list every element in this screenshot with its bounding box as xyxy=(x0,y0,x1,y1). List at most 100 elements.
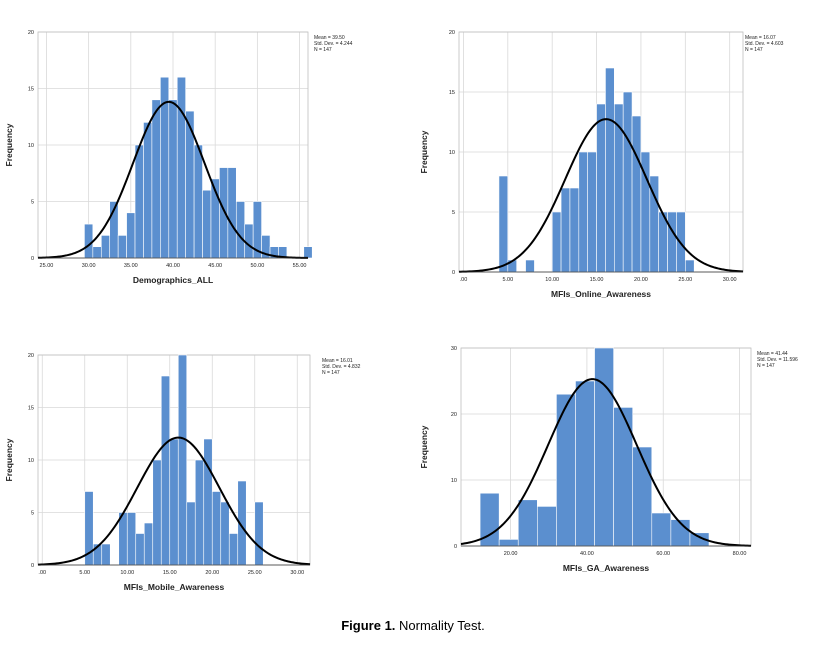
y-tick-label: 30 xyxy=(451,346,457,352)
histogram-bar xyxy=(685,259,695,273)
histogram-panel-demographics: 25.00 30.00 35.00 40.00 45.00 50.00 55.00 0 5 10 1… xyxy=(0,22,380,292)
x-tick-label: 20.00 xyxy=(205,570,219,576)
histogram-bar xyxy=(594,347,614,547)
y-tick-label: 0 xyxy=(452,270,455,276)
histogram-bar xyxy=(631,115,642,273)
x-axis-label: Demographics_ALL xyxy=(133,275,213,285)
histogram-panel-mobile-awareness: .00 5.00 10.00 15.00 20.00 25.00 30.00 0 5 10 15 20… xyxy=(0,345,380,595)
x-tick-label: 15.00 xyxy=(163,570,177,576)
stats-line: N = 147 xyxy=(757,363,775,369)
histogram-ga-awareness: 20.00 40.00 60.00 80.00 0 10 20 30 MFIs_GA_Aware… xyxy=(419,346,798,573)
histogram-bar xyxy=(84,223,94,259)
stats-line: Mean = 16.07 xyxy=(745,35,776,41)
histogram-bar xyxy=(537,506,557,547)
stats-line: N = 147 xyxy=(745,47,763,53)
normal-curve xyxy=(458,118,744,273)
histogram-bar xyxy=(117,235,127,259)
histogram-bar xyxy=(118,512,128,566)
x-tick-label: 60.00 xyxy=(656,551,670,557)
histogram-bar xyxy=(134,144,144,259)
histogram-bar xyxy=(194,459,205,566)
x-axis-label: MFIs_GA_Awareness xyxy=(563,563,650,573)
x-tick-label: .00 xyxy=(460,277,468,283)
y-tick-label: 0 xyxy=(31,563,34,569)
stats-line: Std. Dev. = 11.596 xyxy=(757,357,798,363)
stats-line: Std. Dev. = 4.244 xyxy=(314,41,353,47)
x-tick-label: .00 xyxy=(38,570,46,576)
histogram-bar xyxy=(126,212,136,259)
histogram-bar xyxy=(525,259,535,273)
histogram-bar xyxy=(667,211,677,273)
histogram-bar xyxy=(135,533,145,566)
y-tick-label: 5 xyxy=(31,200,34,206)
histogram-bar xyxy=(556,393,576,547)
x-tick-label: 10.00 xyxy=(120,570,134,576)
histogram-bar xyxy=(651,512,672,547)
y-tick-label: 10 xyxy=(451,478,457,484)
histogram-bar xyxy=(143,522,154,566)
histogram-bar xyxy=(100,235,111,259)
x-tick-label: 15.00 xyxy=(590,277,604,283)
histogram-bar xyxy=(126,512,137,566)
y-tick-label: 15 xyxy=(449,90,455,96)
histogram-bar xyxy=(622,91,633,273)
y-tick-label: 0 xyxy=(31,256,34,262)
figure-caption: Figure 1. Normality Test. xyxy=(0,618,826,633)
stats-line: Mean = 41.44 xyxy=(757,351,788,357)
x-tick-label: 80.00 xyxy=(733,551,747,557)
x-tick-label: 50.00 xyxy=(250,263,264,269)
histogram-bar xyxy=(632,446,653,547)
histogram-bar xyxy=(227,167,237,259)
histogram-demographics: 25.00 30.00 35.00 40.00 45.00 50.00 55.00 0 5 10 1… xyxy=(4,30,353,285)
histogram-bar xyxy=(517,499,538,547)
x-tick-label: 5.00 xyxy=(502,277,513,283)
x-tick-label: 10.00 xyxy=(545,277,559,283)
y-axis-label: Frequency xyxy=(4,123,14,166)
stats-line: Mean = 16.01 xyxy=(322,358,353,364)
x-tick-label: 55.00 xyxy=(293,263,307,269)
histogram-bar xyxy=(152,459,162,566)
x-tick-label: 40.00 xyxy=(166,263,180,269)
y-tick-label: 5 xyxy=(452,210,455,216)
x-tick-label: 30.00 xyxy=(290,570,304,576)
histogram-bar xyxy=(220,501,230,566)
histogram-bar xyxy=(202,189,212,259)
histogram-bar xyxy=(193,144,203,259)
histogram-bar xyxy=(596,103,606,273)
histogram-bar xyxy=(92,246,102,259)
y-tick-label: 20 xyxy=(28,353,34,359)
x-tick-label: 30.00 xyxy=(723,277,737,283)
y-axis-label: Frequency xyxy=(4,438,14,481)
histogram-bar xyxy=(575,380,595,547)
histogram-bar xyxy=(169,438,179,566)
figure-caption-label: Figure 1. xyxy=(341,618,396,633)
histogram-panel-ga-awareness: 20.00 40.00 60.00 80.00 0 10 20 30 MFIs_GA_Aware… xyxy=(415,338,810,578)
stats-line: N = 147 xyxy=(322,370,340,376)
stats-line: N = 147 xyxy=(314,47,332,53)
x-tick-label: 40.00 xyxy=(580,551,594,557)
histogram-bar xyxy=(244,223,254,259)
x-tick-label: 25.00 xyxy=(40,263,54,269)
histogram-bar xyxy=(303,246,313,259)
histogram-bar xyxy=(186,501,196,566)
histogram-bar xyxy=(569,187,580,273)
x-tick-label: 35.00 xyxy=(124,263,138,269)
y-tick-label: 15 xyxy=(28,87,34,93)
y-tick-label: 20 xyxy=(449,30,455,36)
histogram-bar xyxy=(160,375,171,566)
histogram-bar xyxy=(498,539,519,547)
histogram-bar xyxy=(203,438,213,566)
x-tick-label: 45.00 xyxy=(208,263,222,269)
x-tick-label: 20.00 xyxy=(634,277,648,283)
y-tick-label: 10 xyxy=(449,150,455,156)
y-tick-label: 10 xyxy=(28,143,34,149)
y-tick-label: 0 xyxy=(454,544,457,550)
histogram-online-awareness: .00 5.00 10.00 15.00 20.00 25.00 30.00 0 5 10 15 20… xyxy=(419,30,784,299)
histogram-bar xyxy=(498,175,509,273)
x-tick-label: 25.00 xyxy=(248,570,262,576)
y-tick-label: 20 xyxy=(28,30,34,36)
histogram-bar xyxy=(235,201,246,259)
y-tick-label: 10 xyxy=(28,458,34,464)
x-tick-label: 25.00 xyxy=(678,277,692,283)
histogram-mobile-awareness: .00 5.00 10.00 15.00 20.00 25.00 30.00 0 5 10 15 20… xyxy=(4,353,361,592)
